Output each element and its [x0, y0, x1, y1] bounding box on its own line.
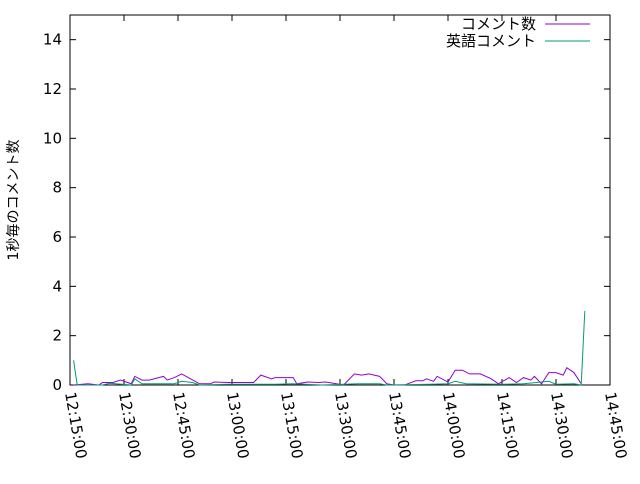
series-line-1 [74, 311, 585, 385]
y-tick-label: 2 [52, 327, 62, 345]
y-tick-label: 14 [43, 31, 62, 49]
x-tick-label: 13:45:00 [385, 391, 414, 460]
y-tick-label: 12 [43, 80, 62, 98]
y-tick-label: 8 [52, 179, 62, 197]
series-line-0 [74, 368, 582, 385]
y-tick-label: 6 [52, 228, 62, 246]
x-tick-label: 13:15:00 [277, 391, 306, 460]
x-tick-label: 14:30:00 [547, 391, 576, 460]
x-tick-label: 12:15:00 [61, 391, 90, 460]
x-tick-label: 13:30:00 [331, 391, 360, 460]
y-tick-label: 4 [52, 277, 62, 295]
x-tick-label: 12:45:00 [169, 391, 198, 460]
y-tick-label: 10 [43, 129, 62, 147]
legend-label: 英語コメント [446, 32, 536, 50]
x-tick-label: 12:30:00 [115, 391, 144, 460]
x-tick-label: 13:00:00 [223, 391, 252, 460]
legend-label: コメント数 [461, 15, 536, 33]
y-axis-label: 1秒毎のコメント数 [6, 140, 22, 261]
plot-frame [70, 15, 610, 385]
x-tick-label: 14:15:00 [493, 391, 522, 460]
x-tick-label: 14:45:00 [601, 391, 630, 460]
x-tick-label: 14:00:00 [439, 391, 468, 460]
y-tick-label: 0 [52, 376, 62, 394]
